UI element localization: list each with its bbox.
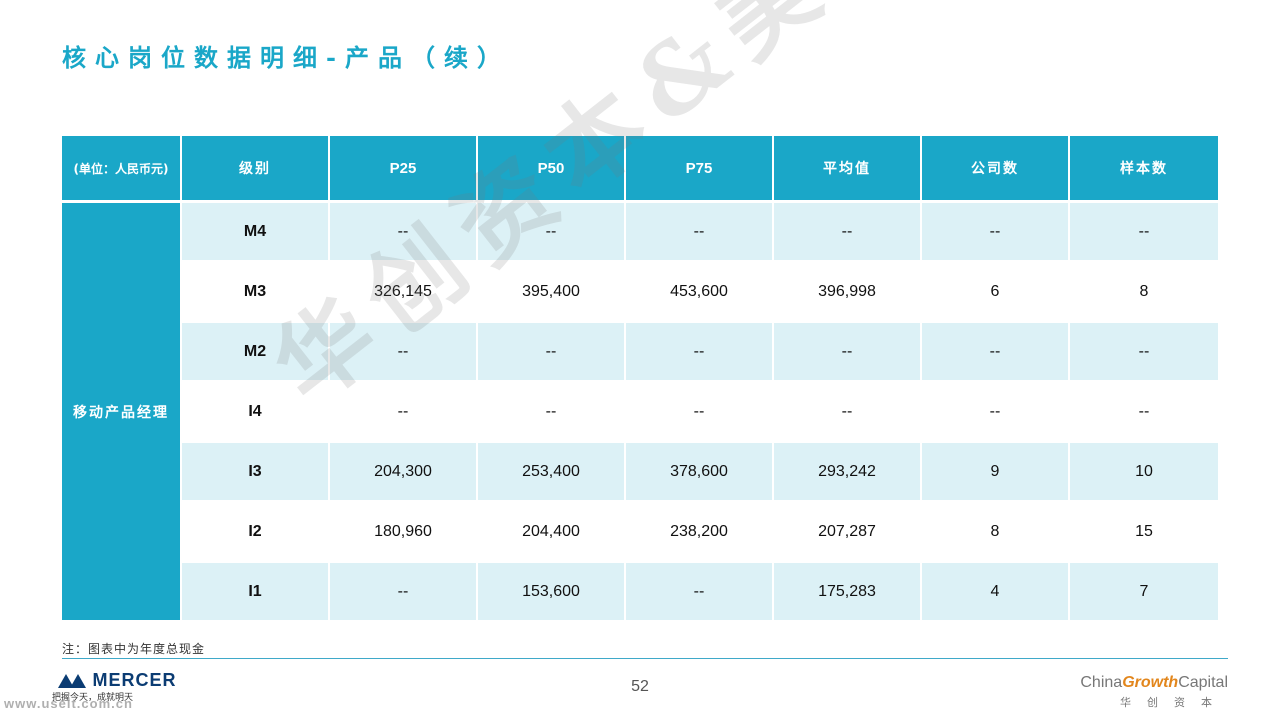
average-cell: 207,287 <box>773 500 922 562</box>
table-row: I2 180,960 204,400 238,200 207,287 8 15 <box>62 500 1218 562</box>
mercer-logo: MERCER <box>58 670 176 691</box>
p50-cell: 253,400 <box>477 440 626 502</box>
p75-cell: -- <box>625 560 774 620</box>
p50-cell: 204,400 <box>477 500 626 562</box>
company-count-cell: -- <box>921 320 1070 382</box>
p75-cell: 453,600 <box>625 260 774 322</box>
level-cell: M3 <box>181 260 330 322</box>
table-row: 移动产品经理 M4 -- -- -- -- -- -- <box>62 200 1218 620</box>
average-cell: -- <box>773 380 922 442</box>
header-level: 级别 <box>181 136 330 202</box>
average-cell: 175,283 <box>773 560 922 620</box>
p25-cell: -- <box>329 560 478 620</box>
p75-cell: -- <box>625 320 774 382</box>
company-count-cell: 9 <box>921 440 1070 502</box>
p25-cell: -- <box>329 200 478 262</box>
sample-count-cell: -- <box>1069 320 1218 382</box>
average-cell: 293,242 <box>773 440 922 502</box>
sample-count-cell: -- <box>1069 380 1218 442</box>
table-row: M2 -- -- -- -- -- -- <box>62 320 1218 382</box>
company-count-cell: 4 <box>921 560 1070 620</box>
company-count-cell: 8 <box>921 500 1070 562</box>
page-title: 核心岗位数据明细-产品（续） <box>62 43 510 72</box>
level-cell: I2 <box>181 500 330 562</box>
header-p25: P25 <box>329 136 478 202</box>
sample-count-cell: 8 <box>1069 260 1218 322</box>
p25-cell: -- <box>329 380 478 442</box>
cgc-highlight: Growth <box>1122 674 1179 691</box>
average-cell: -- <box>773 320 922 382</box>
p75-cell: 238,200 <box>625 500 774 562</box>
header-p75: P75 <box>625 136 774 202</box>
header-sample-count: 样本数 <box>1069 136 1218 202</box>
level-cell: I3 <box>181 440 330 502</box>
table-header-row: (单位：人民币元) 级别 P25 P50 P75 平均值 公司数 样本数 <box>62 136 1218 202</box>
p75-cell: -- <box>625 380 774 442</box>
source-url-watermark: www.useit.com.cn <box>4 696 133 711</box>
level-cell: I4 <box>181 380 330 442</box>
cgc-name: ChinaGrowthCapital <box>1080 674 1228 692</box>
p25-cell: 326,145 <box>329 260 478 322</box>
cgc-chinese-name: 华创资本 <box>1120 696 1228 709</box>
header-average: 平均值 <box>773 136 922 202</box>
table-row: M3 326,145 395,400 453,600 396,998 6 8 <box>62 260 1218 322</box>
mercer-name: MERCER <box>92 670 177 690</box>
average-cell: -- <box>773 200 922 262</box>
mercer-mark-icon <box>58 673 88 688</box>
footer-divider <box>62 658 1228 659</box>
level-cell: M2 <box>181 320 330 382</box>
table-row: I3 204,300 253,400 378,600 293,242 9 10 <box>62 440 1218 502</box>
p75-cell: -- <box>625 200 774 262</box>
p50-cell: -- <box>477 320 626 382</box>
page-number: 52 <box>631 678 649 695</box>
average-cell: 396,998 <box>773 260 922 322</box>
table-row: I1 -- 153,600 -- 175,283 4 7 <box>62 560 1218 620</box>
level-cell: M4 <box>181 200 330 262</box>
p25-cell: -- <box>329 320 478 382</box>
footnote: 注：图表中为年度总现金 <box>62 642 206 656</box>
cgc-prefix: China <box>1080 674 1123 691</box>
sample-count-cell: -- <box>1069 200 1218 262</box>
table-row: I4 -- -- -- -- -- -- <box>62 380 1218 442</box>
p50-cell: 153,600 <box>477 560 626 620</box>
p25-cell: 204,300 <box>329 440 478 502</box>
p50-cell: 395,400 <box>477 260 626 322</box>
sample-count-cell: 15 <box>1069 500 1218 562</box>
p50-cell: -- <box>477 200 626 262</box>
p75-cell: 378,600 <box>625 440 774 502</box>
sample-count-cell: 10 <box>1069 440 1218 502</box>
header-unit: (单位：人民币元) <box>62 136 182 202</box>
header-company-count: 公司数 <box>921 136 1070 202</box>
sample-count-cell: 7 <box>1069 560 1218 620</box>
group-label: 移动产品经理 <box>62 200 182 620</box>
mercer-tagline: 把握今天，成就明天 <box>52 693 134 703</box>
china-growth-capital-logo: ChinaGrowthCapital 华创资本 <box>1080 674 1228 710</box>
cgc-suffix: Capital <box>1178 674 1228 691</box>
company-count-cell: -- <box>921 200 1070 262</box>
p50-cell: -- <box>477 380 626 442</box>
p25-cell: 180,960 <box>329 500 478 562</box>
header-p50: P50 <box>477 136 626 202</box>
company-count-cell: -- <box>921 380 1070 442</box>
salary-data-table: (单位：人民币元) 级别 P25 P50 P75 平均值 公司数 样本数 移动产… <box>62 136 1218 620</box>
company-count-cell: 6 <box>921 260 1070 322</box>
level-cell: I1 <box>181 560 330 620</box>
